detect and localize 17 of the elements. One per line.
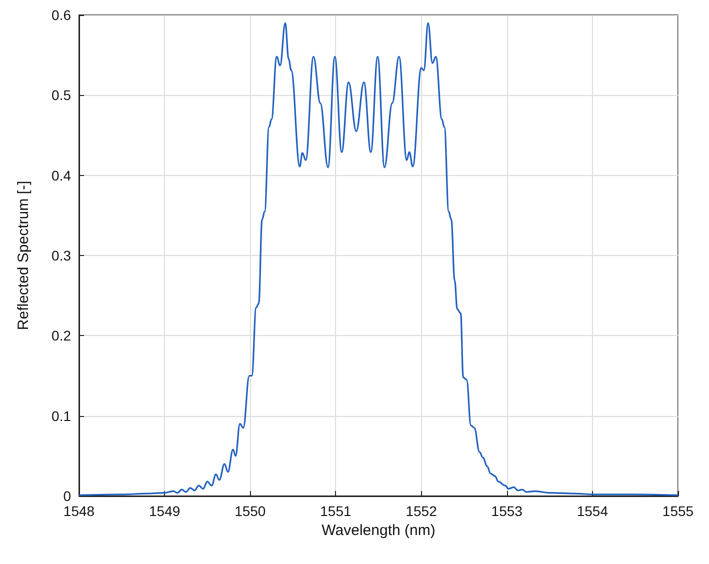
x-axis-title: Wavelength (nm) [322,522,436,539]
x-tick-label: 1550 [234,503,266,519]
x-tick-label: 1555 [662,503,694,519]
y-tick-label: 0.1 [52,408,72,424]
y-tick-label: 0.4 [52,167,72,184]
y-tick-label: 0 [63,488,72,504]
y-tick-label: 0.5 [52,87,72,104]
x-tick-label: 1552 [406,503,438,519]
y-tick-label: 0.6 [52,7,72,23]
x-tick-label: 1553 [491,503,523,519]
x-tick-label: 1551 [320,503,352,519]
x-tick-label: 1548 [63,503,95,519]
x-tick-label: 1549 [148,503,180,519]
y-tick-label: 0.3 [52,248,72,264]
y-tick-label: 0.2 [52,328,72,344]
x-tick-label: 1554 [576,503,608,519]
y-axis-title: Reflected Spectrum [-] [15,180,32,330]
